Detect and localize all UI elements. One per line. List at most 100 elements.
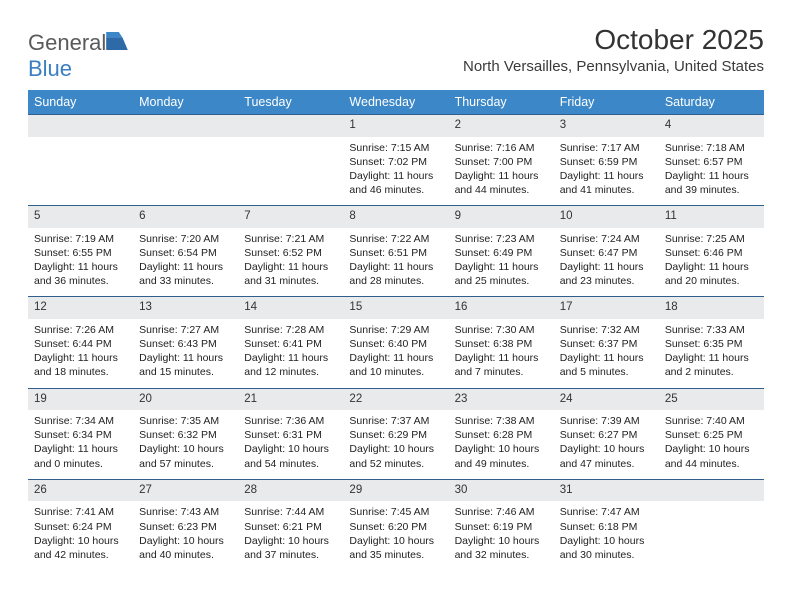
sunset-text: Sunset: 6:31 PM	[244, 428, 337, 442]
week-1-num-row: 567891011	[28, 206, 764, 228]
daylight-text: Daylight: 10 hours and 47 minutes.	[560, 442, 653, 470]
day-cell: Sunrise: 7:46 AMSunset: 6:19 PMDaylight:…	[449, 501, 554, 570]
daylight-text: Daylight: 11 hours and 12 minutes.	[244, 351, 337, 379]
day-cell: Sunrise: 7:30 AMSunset: 6:38 PMDaylight:…	[449, 319, 554, 388]
logo-text-1: General	[28, 30, 106, 55]
sunset-text: Sunset: 7:02 PM	[349, 155, 442, 169]
page-title: October 2025	[463, 24, 764, 56]
daynum-cell: 28	[238, 479, 343, 501]
daynum-cell	[28, 115, 133, 137]
daylight-text: Daylight: 10 hours and 52 minutes.	[349, 442, 442, 470]
sunset-text: Sunset: 6:41 PM	[244, 337, 337, 351]
calendar-table: SundayMondayTuesdayWednesdayThursdayFrid…	[28, 90, 764, 570]
day-cell: Sunrise: 7:24 AMSunset: 6:47 PMDaylight:…	[554, 228, 659, 297]
daylight-text: Daylight: 11 hours and 39 minutes.	[665, 169, 758, 197]
daylight-text: Daylight: 10 hours and 30 minutes.	[560, 534, 653, 562]
daynum-cell: 24	[554, 388, 659, 410]
day-cell: Sunrise: 7:26 AMSunset: 6:44 PMDaylight:…	[28, 319, 133, 388]
daylight-text: Daylight: 11 hours and 7 minutes.	[455, 351, 548, 379]
week-3-num-row: 19 20 21 22 23 24 25	[28, 388, 764, 410]
day-number: 19	[34, 392, 127, 408]
daylight-text: Daylight: 11 hours and 23 minutes.	[560, 260, 653, 288]
daynum-cell: 6	[133, 206, 238, 228]
daynum-cell: 25	[659, 388, 764, 410]
day-number: 7	[244, 209, 337, 225]
daynum-cell: 13	[133, 297, 238, 319]
dayname-tuesday: Tuesday	[238, 90, 343, 115]
day-cell: Sunrise: 7:37 AMSunset: 6:29 PMDaylight:…	[343, 410, 448, 479]
sunrise-text: Sunrise: 7:40 AM	[665, 414, 758, 428]
sunrise-text: Sunrise: 7:28 AM	[244, 323, 337, 337]
sunrise-text: Sunrise: 7:32 AM	[560, 323, 653, 337]
day-cell: Sunrise: 7:28 AMSunset: 6:41 PMDaylight:…	[238, 319, 343, 388]
daynum-cell: 19	[28, 388, 133, 410]
day-number: 9	[455, 209, 548, 225]
calendar-head: SundayMondayTuesdayWednesdayThursdayFrid…	[28, 90, 764, 115]
daylight-text: Daylight: 11 hours and 31 minutes.	[244, 260, 337, 288]
day-number: 20	[139, 392, 232, 408]
day-cell	[659, 501, 764, 570]
daylight-text: Daylight: 10 hours and 40 minutes.	[139, 534, 232, 562]
sunset-text: Sunset: 6:54 PM	[139, 246, 232, 260]
sunset-text: Sunset: 6:27 PM	[560, 428, 653, 442]
day-number: 13	[139, 300, 232, 316]
daynum-cell: 2	[449, 115, 554, 137]
daylight-text: Daylight: 11 hours and 10 minutes.	[349, 351, 442, 379]
sunset-text: Sunset: 6:59 PM	[560, 155, 653, 169]
daylight-text: Daylight: 11 hours and 46 minutes.	[349, 169, 442, 197]
day-number: 14	[244, 300, 337, 316]
daynum-cell: 18	[659, 297, 764, 319]
day-cell: Sunrise: 7:21 AMSunset: 6:52 PMDaylight:…	[238, 228, 343, 297]
daynum-cell: 29	[343, 479, 448, 501]
sunset-text: Sunset: 6:24 PM	[34, 520, 127, 534]
sunrise-text: Sunrise: 7:34 AM	[34, 414, 127, 428]
sunset-text: Sunset: 6:55 PM	[34, 246, 127, 260]
day-number: 3	[560, 118, 653, 134]
dayname-sunday: Sunday	[28, 90, 133, 115]
daylight-text: Daylight: 11 hours and 15 minutes.	[139, 351, 232, 379]
daylight-text: Daylight: 10 hours and 49 minutes.	[455, 442, 548, 470]
sunrise-text: Sunrise: 7:41 AM	[34, 505, 127, 519]
day-number: 29	[349, 483, 442, 499]
week-2-num-row: 12131415161718	[28, 297, 764, 319]
daynum-cell: 12	[28, 297, 133, 319]
day-cell: Sunrise: 7:34 AMSunset: 6:34 PMDaylight:…	[28, 410, 133, 479]
day-cell: Sunrise: 7:23 AMSunset: 6:49 PMDaylight:…	[449, 228, 554, 297]
day-cell: Sunrise: 7:15 AMSunset: 7:02 PMDaylight:…	[343, 137, 448, 206]
sunset-text: Sunset: 6:43 PM	[139, 337, 232, 351]
sunrise-text: Sunrise: 7:30 AM	[455, 323, 548, 337]
sunrise-text: Sunrise: 7:16 AM	[455, 141, 548, 155]
daynum-cell: 1	[343, 115, 448, 137]
daylight-text: Daylight: 11 hours and 20 minutes.	[665, 260, 758, 288]
day-cell: Sunrise: 7:25 AMSunset: 6:46 PMDaylight:…	[659, 228, 764, 297]
daylight-text: Daylight: 10 hours and 32 minutes.	[455, 534, 548, 562]
sunrise-text: Sunrise: 7:46 AM	[455, 505, 548, 519]
daynum-cell: 22	[343, 388, 448, 410]
daylight-text: Daylight: 10 hours and 37 minutes.	[244, 534, 337, 562]
daylight-text: Daylight: 11 hours and 36 minutes.	[34, 260, 127, 288]
sunrise-text: Sunrise: 7:43 AM	[139, 505, 232, 519]
title-block: October 2025 North Versailles, Pennsylva…	[463, 24, 764, 75]
sunset-text: Sunset: 6:37 PM	[560, 337, 653, 351]
daylight-text: Daylight: 11 hours and 41 minutes.	[560, 169, 653, 197]
daylight-text: Daylight: 11 hours and 44 minutes.	[455, 169, 548, 197]
daylight-text: Daylight: 10 hours and 57 minutes.	[139, 442, 232, 470]
logo-flag-icon	[106, 32, 128, 50]
day-number: 21	[244, 392, 337, 408]
sunset-text: Sunset: 6:44 PM	[34, 337, 127, 351]
week-0-num-row: 1234	[28, 115, 764, 137]
daylight-text: Daylight: 10 hours and 35 minutes.	[349, 534, 442, 562]
daynum-cell: 16	[449, 297, 554, 319]
sunrise-text: Sunrise: 7:35 AM	[139, 414, 232, 428]
sunset-text: Sunset: 6:47 PM	[560, 246, 653, 260]
daynum-cell: 9	[449, 206, 554, 228]
sunrise-text: Sunrise: 7:36 AM	[244, 414, 337, 428]
sunrise-text: Sunrise: 7:20 AM	[139, 232, 232, 246]
day-cell	[133, 137, 238, 206]
day-number: 25	[665, 392, 758, 408]
sunrise-text: Sunrise: 7:15 AM	[349, 141, 442, 155]
day-cell: Sunrise: 7:32 AMSunset: 6:37 PMDaylight:…	[554, 319, 659, 388]
sunset-text: Sunset: 6:51 PM	[349, 246, 442, 260]
day-number: 23	[455, 392, 548, 408]
sunrise-text: Sunrise: 7:26 AM	[34, 323, 127, 337]
